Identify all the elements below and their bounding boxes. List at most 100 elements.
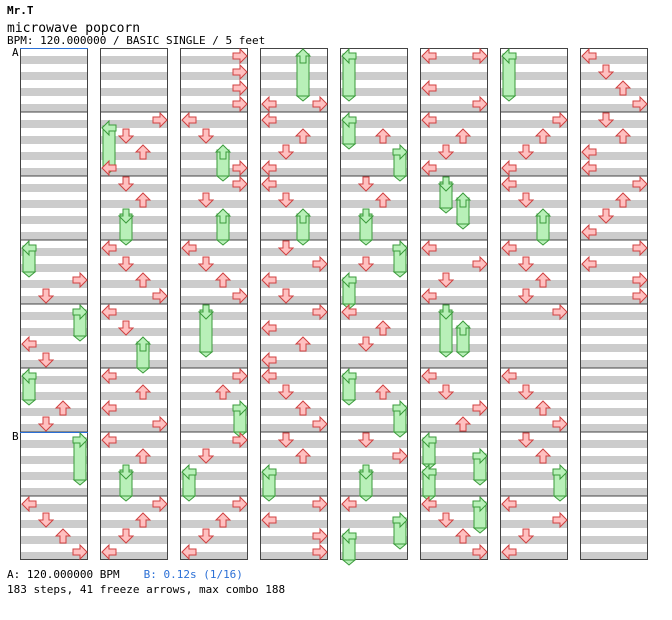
arrow-right-icon: [472, 255, 488, 273]
beat-stripe: [420, 344, 488, 352]
arrow-right-icon: [232, 495, 248, 513]
beat-stripe: [420, 184, 488, 192]
freeze-end: [295, 95, 311, 102]
arrow-right-icon: [232, 63, 248, 81]
beat-stripe: [100, 328, 168, 336]
beat-stripe: [260, 376, 328, 384]
freeze-end: [72, 479, 88, 486]
beat-stripe: [180, 104, 248, 112]
arrow-left-icon: [501, 239, 517, 257]
beat-stripe: [580, 408, 648, 416]
beat-stripe: [580, 72, 648, 80]
beat-stripe: [260, 280, 328, 288]
beat-stripe: [260, 184, 328, 192]
beat-stripe: [180, 344, 248, 352]
beat-stripe: [20, 328, 88, 336]
beat-stripe: [340, 520, 408, 528]
beat-stripe: [340, 232, 408, 240]
freeze-arrow-down-icon: [197, 304, 215, 320]
arrow-down-icon: [197, 448, 215, 464]
freeze-arrow-right-icon: [472, 495, 488, 513]
arrow-left-icon: [21, 335, 37, 353]
arrow-down-icon: [517, 288, 535, 304]
beat-stripe: [420, 424, 488, 432]
arrow-down-icon: [357, 336, 375, 352]
arrow-down-icon: [197, 192, 215, 208]
beat-stripe: [500, 440, 568, 448]
beat-stripe: [100, 184, 168, 192]
arrow-right-icon: [232, 367, 248, 385]
beat-stripe: [340, 440, 408, 448]
freeze-end: [472, 527, 488, 534]
beat-stripe: [340, 168, 408, 176]
beat-stripe: [260, 200, 328, 208]
beat-stripe: [260, 88, 328, 96]
beat-stripe: [180, 360, 248, 368]
arrow-left-icon: [581, 159, 597, 177]
beat-stripe: [20, 360, 88, 368]
arrow-up-icon: [134, 272, 152, 288]
arrow-right-icon: [312, 95, 328, 113]
arrow-right-icon: [632, 95, 648, 113]
arrow-right-icon: [232, 159, 248, 177]
beat-stripe: [340, 408, 408, 416]
beat-stripe: [580, 520, 648, 528]
beat-stripe: [20, 296, 88, 304]
freeze-end: [135, 367, 151, 374]
beat-stripe: [340, 392, 408, 400]
beat-stripe: [340, 136, 408, 144]
beat-stripe: [180, 376, 248, 384]
beat-stripe: [500, 392, 568, 400]
freeze-arrow-right-icon: [72, 431, 88, 449]
beat-stripe: [20, 280, 88, 288]
arrow-up-icon: [614, 128, 632, 144]
column-border: [340, 48, 408, 560]
arrow-left-icon: [421, 239, 437, 257]
arrow-left-icon: [421, 159, 437, 177]
beat-stripe: [260, 360, 328, 368]
beat-stripe: [500, 120, 568, 128]
beat-stripe: [260, 504, 328, 512]
beat-stripe: [20, 552, 88, 560]
arrow-left-icon: [341, 495, 357, 513]
freeze-end: [392, 431, 408, 438]
arrow-down-icon: [437, 272, 455, 288]
arrow-down-icon: [277, 240, 295, 256]
beat-stripe: [500, 168, 568, 176]
freeze-end: [341, 143, 357, 150]
beat-stripe: [100, 424, 168, 432]
freeze-arrow-right-icon: [552, 463, 568, 481]
freeze-end: [21, 271, 37, 278]
beat-stripe: [500, 344, 568, 352]
freeze-end: [501, 95, 517, 102]
beat-stripe: [420, 440, 488, 448]
beat-stripe: [100, 456, 168, 464]
column-border: [260, 48, 328, 560]
beat-stripe: [420, 248, 488, 256]
freeze-arrow-left-icon: [501, 47, 517, 65]
arrow-up-icon: [134, 384, 152, 400]
freeze-end: [295, 239, 311, 246]
freeze-arrow-left-icon: [341, 47, 357, 65]
arrow-up-icon: [54, 528, 72, 544]
beat-stripe: [20, 136, 88, 144]
arrow-right-icon: [312, 415, 328, 433]
beat-stripe: [420, 264, 488, 272]
freeze-arrow-left-icon: [341, 271, 357, 289]
beat-stripe: [500, 56, 568, 64]
arrow-left-icon: [501, 175, 517, 193]
freeze-arrow-up-icon: [214, 208, 232, 224]
beat-stripe: [580, 104, 648, 112]
arrow-left-icon: [261, 175, 277, 193]
beat-stripe: [20, 440, 88, 448]
arrow-right-icon: [312, 303, 328, 321]
arrow-right-icon: [152, 415, 168, 433]
beat-stripe: [340, 296, 408, 304]
beat-stripe: [260, 56, 328, 64]
beat-stripe: [340, 152, 408, 160]
arrow-right-icon: [312, 495, 328, 513]
beat-stripe: [580, 536, 648, 544]
freeze-end: [21, 399, 37, 406]
beat-stripe: [580, 168, 648, 176]
beat-stripe: [580, 56, 648, 64]
